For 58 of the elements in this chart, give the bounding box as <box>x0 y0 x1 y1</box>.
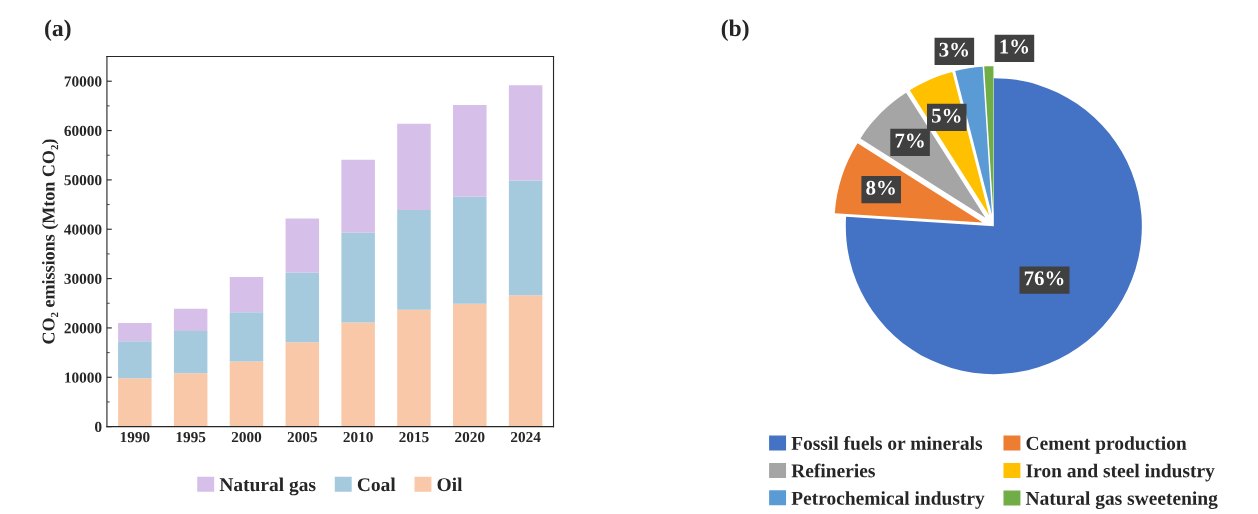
legend-label: Cement production <box>1026 436 1187 454</box>
x-tick-label: 1995 <box>176 431 206 443</box>
bar <box>285 218 320 273</box>
legend-label: Natural gas <box>219 477 316 496</box>
bar <box>118 341 152 379</box>
bar <box>397 210 431 310</box>
y-tick-label: 10000 <box>65 372 102 383</box>
bar <box>118 323 152 342</box>
chart-title: (b) <box>721 19 749 42</box>
bar <box>118 378 152 427</box>
y-tick-label: 30000 <box>64 273 102 285</box>
data-label: 5% <box>932 108 961 123</box>
y-tick-label: 60000 <box>64 125 102 137</box>
bar <box>229 277 264 313</box>
y-tick-label: 50000 <box>64 175 102 186</box>
bar <box>173 373 208 427</box>
chart-title: (a) <box>45 19 71 42</box>
legend-label: Natural gas sweetening <box>1025 491 1218 510</box>
bar <box>508 295 543 427</box>
x-tick-label: 2000 <box>231 431 262 443</box>
bar <box>341 159 375 233</box>
bar <box>285 272 320 343</box>
bar <box>173 330 208 374</box>
legend-label: Coal <box>357 477 396 492</box>
bar <box>285 342 320 427</box>
x-tick-label: 2020 <box>455 431 485 443</box>
data-label: 8% <box>866 180 895 195</box>
bar <box>397 309 431 427</box>
bar <box>229 361 264 427</box>
x-tick-label: 2010 <box>343 431 373 443</box>
y-tick-label: 70000 <box>64 76 102 87</box>
bar <box>453 104 487 197</box>
y-axis-title: CO₂ emissions (Mton CO₂) <box>41 139 59 344</box>
y-tick-label: 20000 <box>64 323 102 334</box>
bar <box>453 196 487 304</box>
x-tick-label: 1990 <box>120 431 150 443</box>
y-tick-label: 0 <box>95 421 102 433</box>
bar <box>508 85 543 181</box>
data-label: 1% <box>1000 39 1029 54</box>
legend-label: Fossil fuels or minerals <box>791 436 983 450</box>
legend-label: Refineries <box>791 463 875 478</box>
data-label: 76% <box>1024 271 1064 286</box>
legend-label: Oil <box>437 477 463 492</box>
bar <box>453 303 487 427</box>
x-tick-label: 2005 <box>287 431 318 443</box>
bar <box>173 308 208 331</box>
legend-label: Petrochemical industry <box>791 491 985 509</box>
x-tick-label: 2015 <box>399 431 429 443</box>
bar <box>229 312 264 362</box>
bar <box>508 180 543 296</box>
data-label: 7% <box>895 133 924 148</box>
y-tick-label: 40000 <box>64 224 102 235</box>
data-label: 3% <box>939 42 969 57</box>
bar <box>341 322 375 427</box>
bar <box>341 232 375 323</box>
bar <box>397 123 431 210</box>
legend-label: Iron and steel industry <box>1026 463 1215 482</box>
x-tick-label: 2024 <box>510 431 541 443</box>
